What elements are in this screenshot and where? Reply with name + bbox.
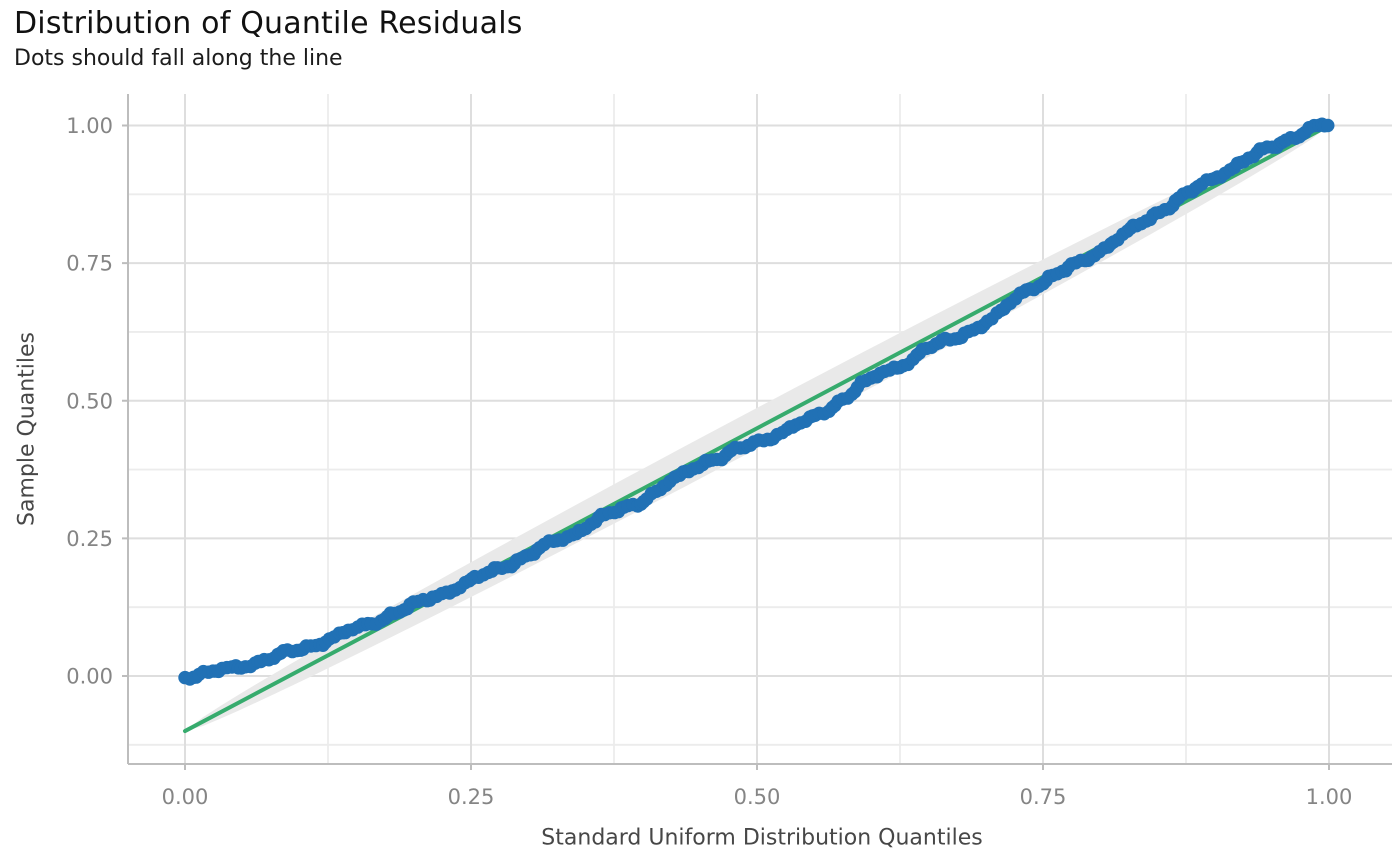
x-tick-label: 0.25 [448,785,495,809]
y-tick-label: 1.00 [66,114,113,138]
qq-dot [1321,118,1335,133]
x-tick-label: 0.75 [1020,785,1067,809]
y-tick-label: 0.50 [66,389,113,413]
qq-dots [178,117,1335,686]
y-tick-label: 0.00 [66,665,113,689]
y-axis-title: Sample Quantiles [14,331,40,527]
y-tick-label: 0.25 [66,527,113,551]
x-tick-label: 1.00 [1306,785,1353,809]
chart-title: Distribution of Quantile Residuals [14,6,523,41]
x-axis-title: Standard Uniform Distribution Quantiles [541,825,983,851]
y-tick-label: 0.75 [66,252,113,276]
chart-subtitle: Dots should fall along the line [14,46,343,71]
x-tick-label: 0.50 [734,785,781,809]
x-tick-label: 0.00 [162,785,209,809]
